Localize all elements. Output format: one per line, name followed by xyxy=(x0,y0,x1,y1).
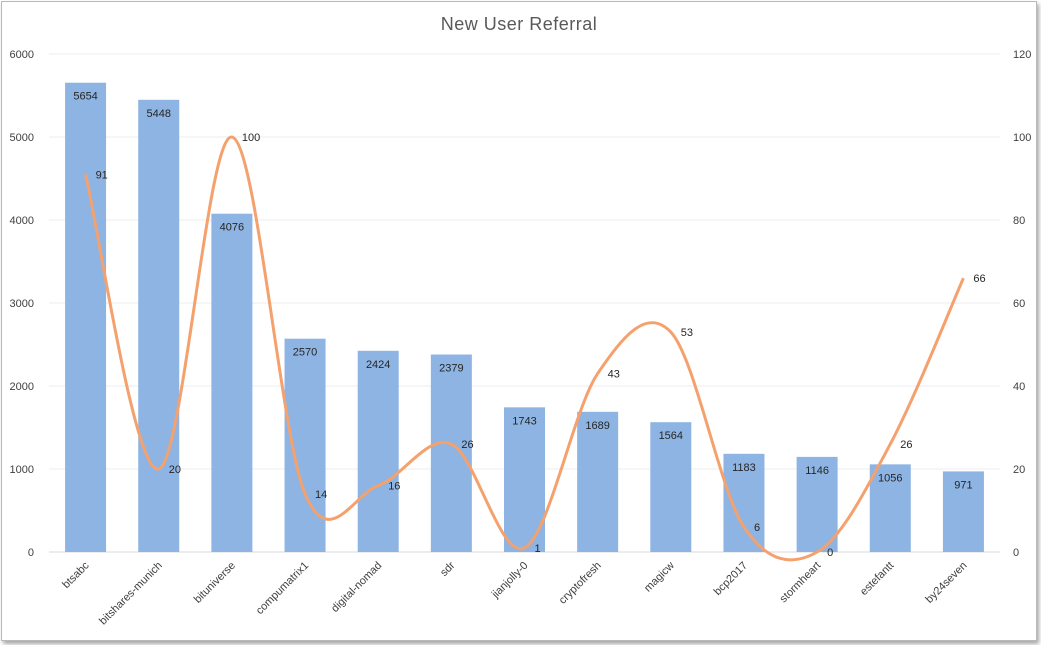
bar xyxy=(869,464,911,552)
bar-value-label: 1056 xyxy=(878,472,902,484)
x-tick-label: bcp2017 xyxy=(712,560,750,598)
bar xyxy=(211,213,253,552)
x-tick-label: cryptofresh xyxy=(557,560,604,607)
bar-value-label: 2570 xyxy=(293,347,317,359)
line-value-label: 26 xyxy=(461,439,473,451)
line-value-label: 14 xyxy=(315,489,327,501)
line-value-label: 26 xyxy=(900,439,912,451)
bar xyxy=(796,456,838,552)
data-labels: 5654 5448 4076 2570 2424 2379 1743 1689 1564 1183… xyxy=(73,91,985,559)
bar-value-label: 2424 xyxy=(366,359,390,371)
line-path xyxy=(84,135,965,562)
x-tick-label: digital-nomad xyxy=(329,560,384,615)
bar-value-label: 1743 xyxy=(512,415,536,427)
x-tick-label: magicw xyxy=(642,560,677,595)
x-tick-label: estefantt xyxy=(858,560,896,598)
bar-value-label: 1689 xyxy=(585,420,609,432)
line-value-label: 91 xyxy=(96,169,108,181)
x-tick-label: sdr xyxy=(438,559,458,579)
x-tick-label: btsabc xyxy=(60,559,92,591)
line-value-label: 0 xyxy=(827,547,833,559)
bar-value-label: 1183 xyxy=(732,462,756,474)
bar-value-label: 4076 xyxy=(220,222,244,234)
y-left-tick-label: 1000 xyxy=(10,464,34,476)
x-tick-label: by24seven xyxy=(923,560,969,606)
line-value-label: 1 xyxy=(535,543,541,555)
bar xyxy=(942,471,984,552)
bar xyxy=(650,422,692,552)
x-tick-label: bitshares-munich xyxy=(97,560,165,628)
bar-value-label: 5654 xyxy=(73,91,97,103)
line-value-label: 53 xyxy=(681,327,693,339)
line-value-label: 20 xyxy=(169,464,181,476)
y-right-tick-label: 100 xyxy=(1013,132,1031,144)
bar-value-label: 2379 xyxy=(439,363,463,375)
chart-title: New User Referral xyxy=(440,14,598,34)
y-right-tick-label: 0 xyxy=(1013,547,1019,559)
y-left-tick-label: 0 xyxy=(28,547,34,559)
bar xyxy=(357,350,399,552)
line-value-label: 16 xyxy=(388,481,400,493)
x-tick-label: bituniverse xyxy=(192,560,238,606)
bar-series xyxy=(65,82,984,552)
line-value-label: 43 xyxy=(608,369,620,381)
line-value-label: 100 xyxy=(242,132,260,144)
line-value-label: 66 xyxy=(973,273,985,285)
x-tick-label: jianjolly-0 xyxy=(489,560,531,602)
y-left-tick-label: 3000 xyxy=(10,298,34,310)
bar xyxy=(577,411,619,552)
bar-value-label: 971 xyxy=(954,479,972,491)
y-right-tick-label: 120 xyxy=(1013,49,1031,61)
line-value-label: 6 xyxy=(754,522,760,534)
x-tick-label: compumatrix1 xyxy=(254,560,311,617)
bar-value-label: 1146 xyxy=(805,465,829,477)
bar-value-label: 5448 xyxy=(146,108,170,120)
y-right-tick-label: 60 xyxy=(1013,298,1025,310)
y-right-tick-label: 40 xyxy=(1013,381,1025,393)
y-right-tick-label: 20 xyxy=(1013,464,1025,476)
y-left-tick-label: 4000 xyxy=(10,215,34,227)
x-tick-label: stormheart xyxy=(778,560,824,606)
line-series xyxy=(84,135,965,562)
y-left-tick-label: 5000 xyxy=(10,132,34,144)
bar xyxy=(430,354,472,552)
y-left-tick-label: 2000 xyxy=(10,381,34,393)
bar xyxy=(723,453,765,552)
bar xyxy=(65,82,107,552)
bar xyxy=(284,338,326,552)
y-right-tick-label: 80 xyxy=(1013,215,1025,227)
bar xyxy=(138,99,180,552)
bar-value-label: 1564 xyxy=(659,430,683,442)
y-left-tick-label: 6000 xyxy=(10,49,34,61)
